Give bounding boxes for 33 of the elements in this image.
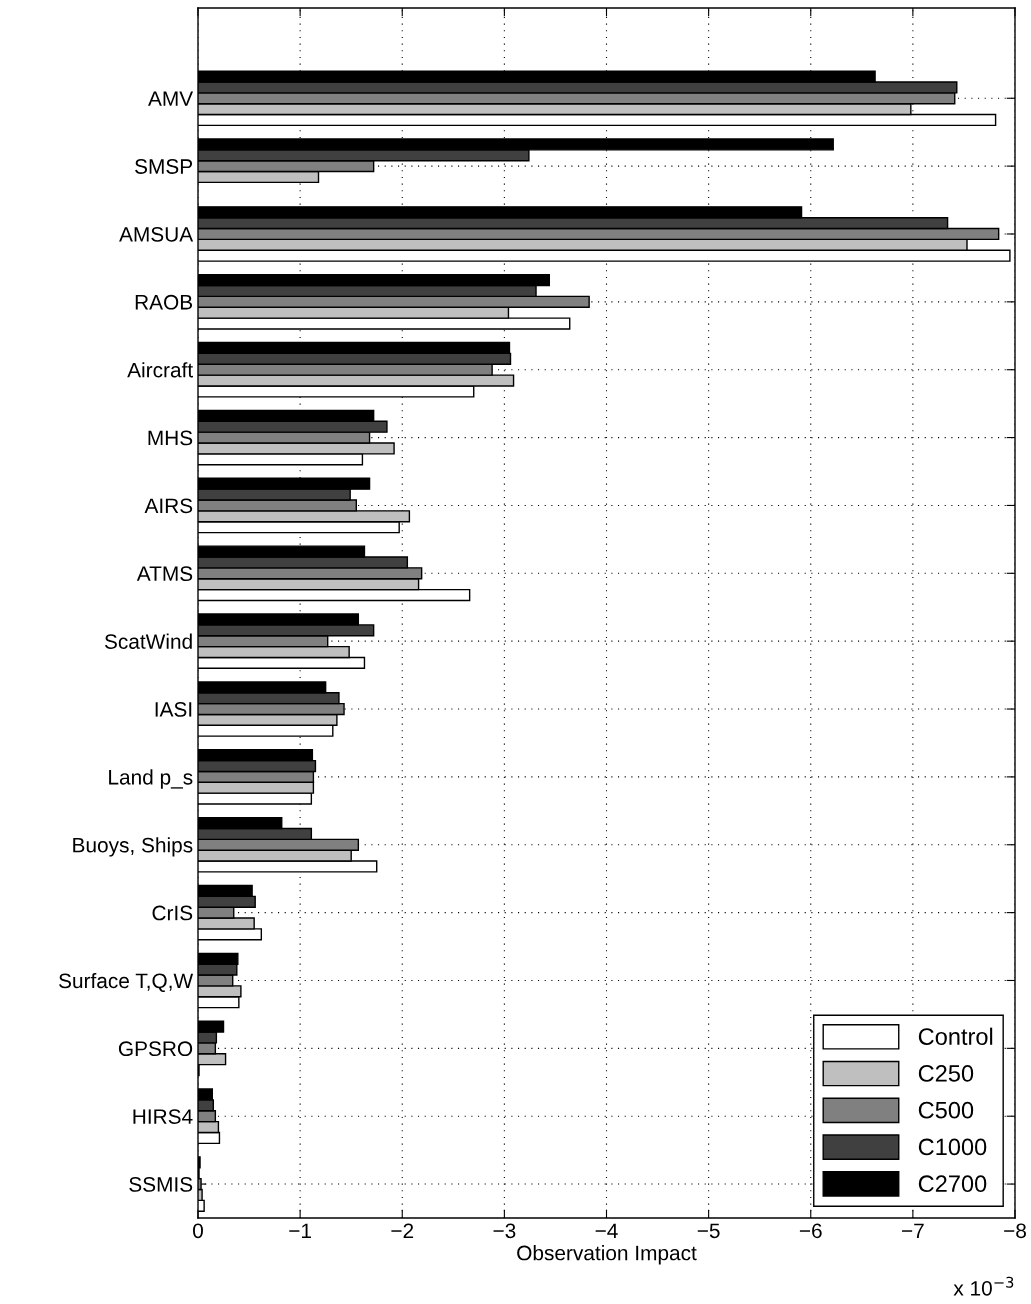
x-tick-label: −1 [289,1223,311,1238]
legend-label: C250 [918,1065,974,1082]
y-tick-label: MHS [148,430,193,446]
x-tick-label: −2 [391,1223,414,1238]
y-tick-label: SMSP [135,159,193,174]
x-tick-label: −8 [1004,1223,1026,1239]
y-tick-label: RAOB [135,294,193,310]
x-tick-label: −4 [595,1223,618,1238]
x-axis-title: Observation Impact [517,1245,697,1265]
y-tick-label: AMSUA [119,226,194,242]
x-tick-label: 0 [193,1223,203,1239]
y-tick-label: AMV [148,91,194,106]
x-tick-label: −3 [493,1223,516,1239]
x-tick-label: −5 [697,1223,720,1239]
y-tick-label: ScatWind [104,633,192,649]
x-tick-label: −7 [902,1223,924,1238]
y-tick-label: Surface T,Q,W [59,972,194,992]
y-tick-label: ATMS [136,566,193,582]
legend-label: C2700 [918,1175,987,1193]
y-tick-label: AIRS [144,498,193,514]
legend-label: Control [918,1027,993,1045]
y-tick-label: Land p_s [109,769,193,789]
y-tick-label: Aircraft [127,362,193,378]
y-tick-label: GPSRO [118,1041,193,1057]
legend-label: C500 [918,1101,974,1119]
y-tick-label: SSMIS [129,1177,193,1192]
x-tick-label: −6 [799,1223,822,1239]
text: x 10$^{−3}$ [953,1276,1014,1296]
y-tick-label: IASI [155,702,192,717]
y-tick-label: Buoys, Ships [73,837,193,857]
y-tick-label: CrIS [152,905,193,921]
legend-label: C1000 [918,1138,987,1156]
y-tick-label: HIRS4 [133,1109,193,1124]
